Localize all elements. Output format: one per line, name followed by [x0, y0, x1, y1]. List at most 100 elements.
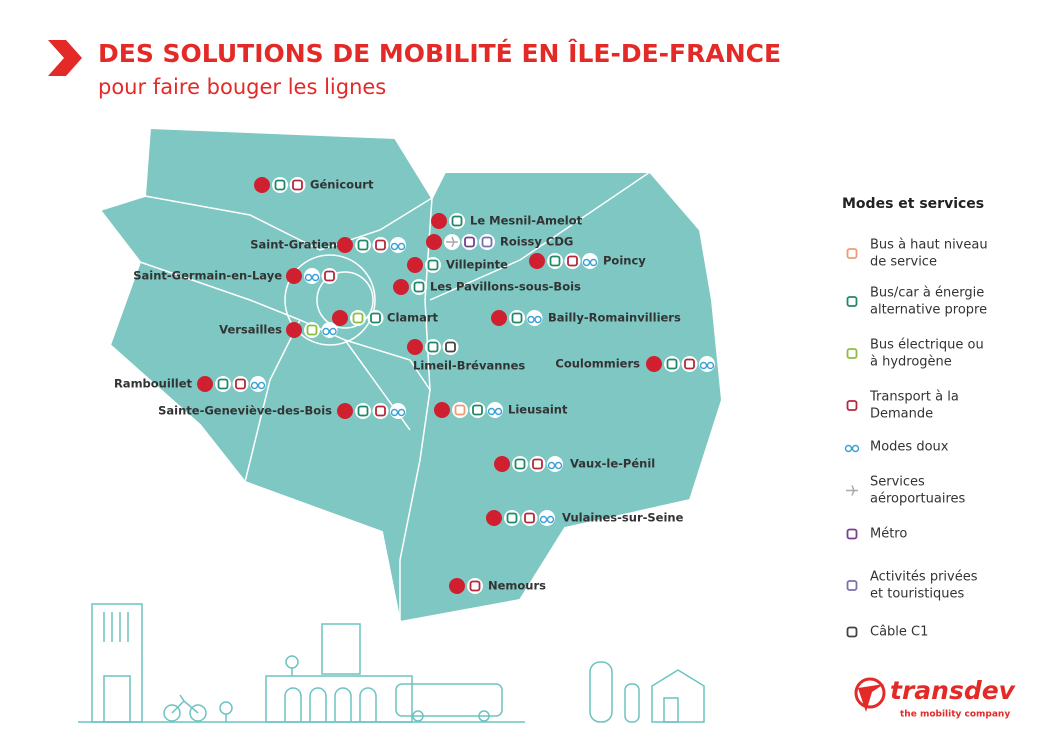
map [98, 126, 724, 624]
icon-bg [681, 356, 698, 372]
icon [469, 580, 481, 592]
city-label: Saint-Germain-en-Laye [133, 269, 282, 283]
city-label: Clamart [387, 311, 439, 325]
icon-bg [442, 339, 459, 355]
logo-tagline: the mobility company [900, 710, 1010, 720]
city-dot [286, 322, 302, 338]
icon [851, 444, 860, 453]
icon [454, 404, 466, 416]
icon [487, 407, 496, 416]
icon-bg [469, 402, 486, 418]
city-label: Sainte-Geneviève-des-Bois [158, 404, 332, 418]
logo-name: transdev [890, 676, 1016, 705]
city-label: Rambouillet [114, 377, 193, 391]
icon-bg [321, 268, 338, 284]
city-label: Coulommiers [555, 357, 640, 371]
icon [472, 404, 483, 416]
icon [846, 248, 858, 259]
city-label: Roissy CDG [500, 235, 573, 249]
icon [390, 408, 399, 417]
city-dot [646, 356, 662, 372]
city-label: Vulaines-sur-Seine [562, 511, 684, 525]
icon [352, 312, 364, 324]
city-label: Villepinte [446, 258, 508, 272]
icon-bg [425, 257, 441, 273]
city-dot [337, 237, 353, 253]
icon [304, 273, 313, 282]
icon-bg [232, 376, 249, 392]
legend-label: à hydrogène [870, 355, 952, 370]
city-dot [434, 402, 450, 418]
icon-bg [521, 510, 538, 526]
city-label: Versailles [219, 323, 282, 337]
legend-label: Transport à la [869, 390, 959, 405]
icon [844, 444, 853, 453]
icon-bg [664, 356, 680, 372]
legend-label: Services [870, 475, 925, 490]
icon [292, 179, 303, 191]
icon [846, 485, 858, 496]
city-dot [286, 268, 302, 284]
city-dot [449, 578, 465, 594]
icon [250, 381, 259, 390]
icon-bg [452, 402, 468, 418]
icon [554, 461, 563, 470]
icon [846, 348, 858, 359]
legend-label: Demande [870, 407, 933, 422]
icon [524, 512, 535, 524]
icon-bg [304, 322, 320, 338]
icon [494, 407, 503, 416]
legend-label: Bus électrique ou [870, 338, 984, 353]
city-dot [486, 510, 502, 526]
icon [451, 215, 463, 227]
legend-label: Bus/car à énergie [870, 286, 984, 301]
icon-bg [355, 403, 371, 419]
legend-label: Activités privées [870, 570, 978, 585]
icon-bg [215, 376, 231, 392]
icon-bg [355, 237, 371, 253]
icon [549, 255, 561, 267]
icon [534, 315, 542, 324]
icon [464, 236, 475, 248]
icon [324, 270, 335, 282]
icon [375, 239, 386, 251]
icon-bg [479, 234, 495, 250]
icon-bg [289, 177, 306, 193]
icon [375, 405, 386, 417]
city-dot [426, 234, 442, 250]
city-dot [529, 253, 545, 269]
icon-bg [272, 177, 288, 193]
title: DES SOLUTIONS DE MOBILITÉ EN ÎLE-DE-FRAN… [98, 39, 781, 68]
icon-bg [529, 456, 546, 472]
city-label: Vaux-le-Pénil [570, 457, 655, 471]
icon-bg [512, 456, 528, 472]
chevron [48, 40, 82, 76]
icon [567, 255, 578, 267]
icon-bg [564, 253, 581, 269]
city-dot [332, 310, 348, 326]
city-dot [407, 257, 423, 273]
icon [446, 236, 458, 248]
icon [445, 341, 456, 353]
city-dot [197, 376, 213, 392]
icon [357, 239, 369, 251]
icon [306, 324, 318, 336]
icon [846, 296, 858, 307]
city-label: Le Mesnil-Amelot [470, 214, 583, 228]
icon [311, 273, 320, 282]
legend-label: Modes doux [870, 440, 949, 455]
icon [582, 258, 591, 267]
icon [511, 312, 523, 324]
icon [217, 378, 229, 390]
legend-label: et touristiques [870, 587, 964, 602]
subtitle: pour faire bouger les lignes [98, 75, 386, 99]
icon [846, 400, 858, 411]
icon [481, 236, 493, 248]
icon [589, 258, 598, 267]
icon-bg [411, 279, 427, 295]
icon [235, 378, 246, 390]
icon-bg [504, 510, 520, 526]
icon [329, 327, 337, 336]
city-dot [337, 403, 353, 419]
icon [666, 358, 678, 370]
